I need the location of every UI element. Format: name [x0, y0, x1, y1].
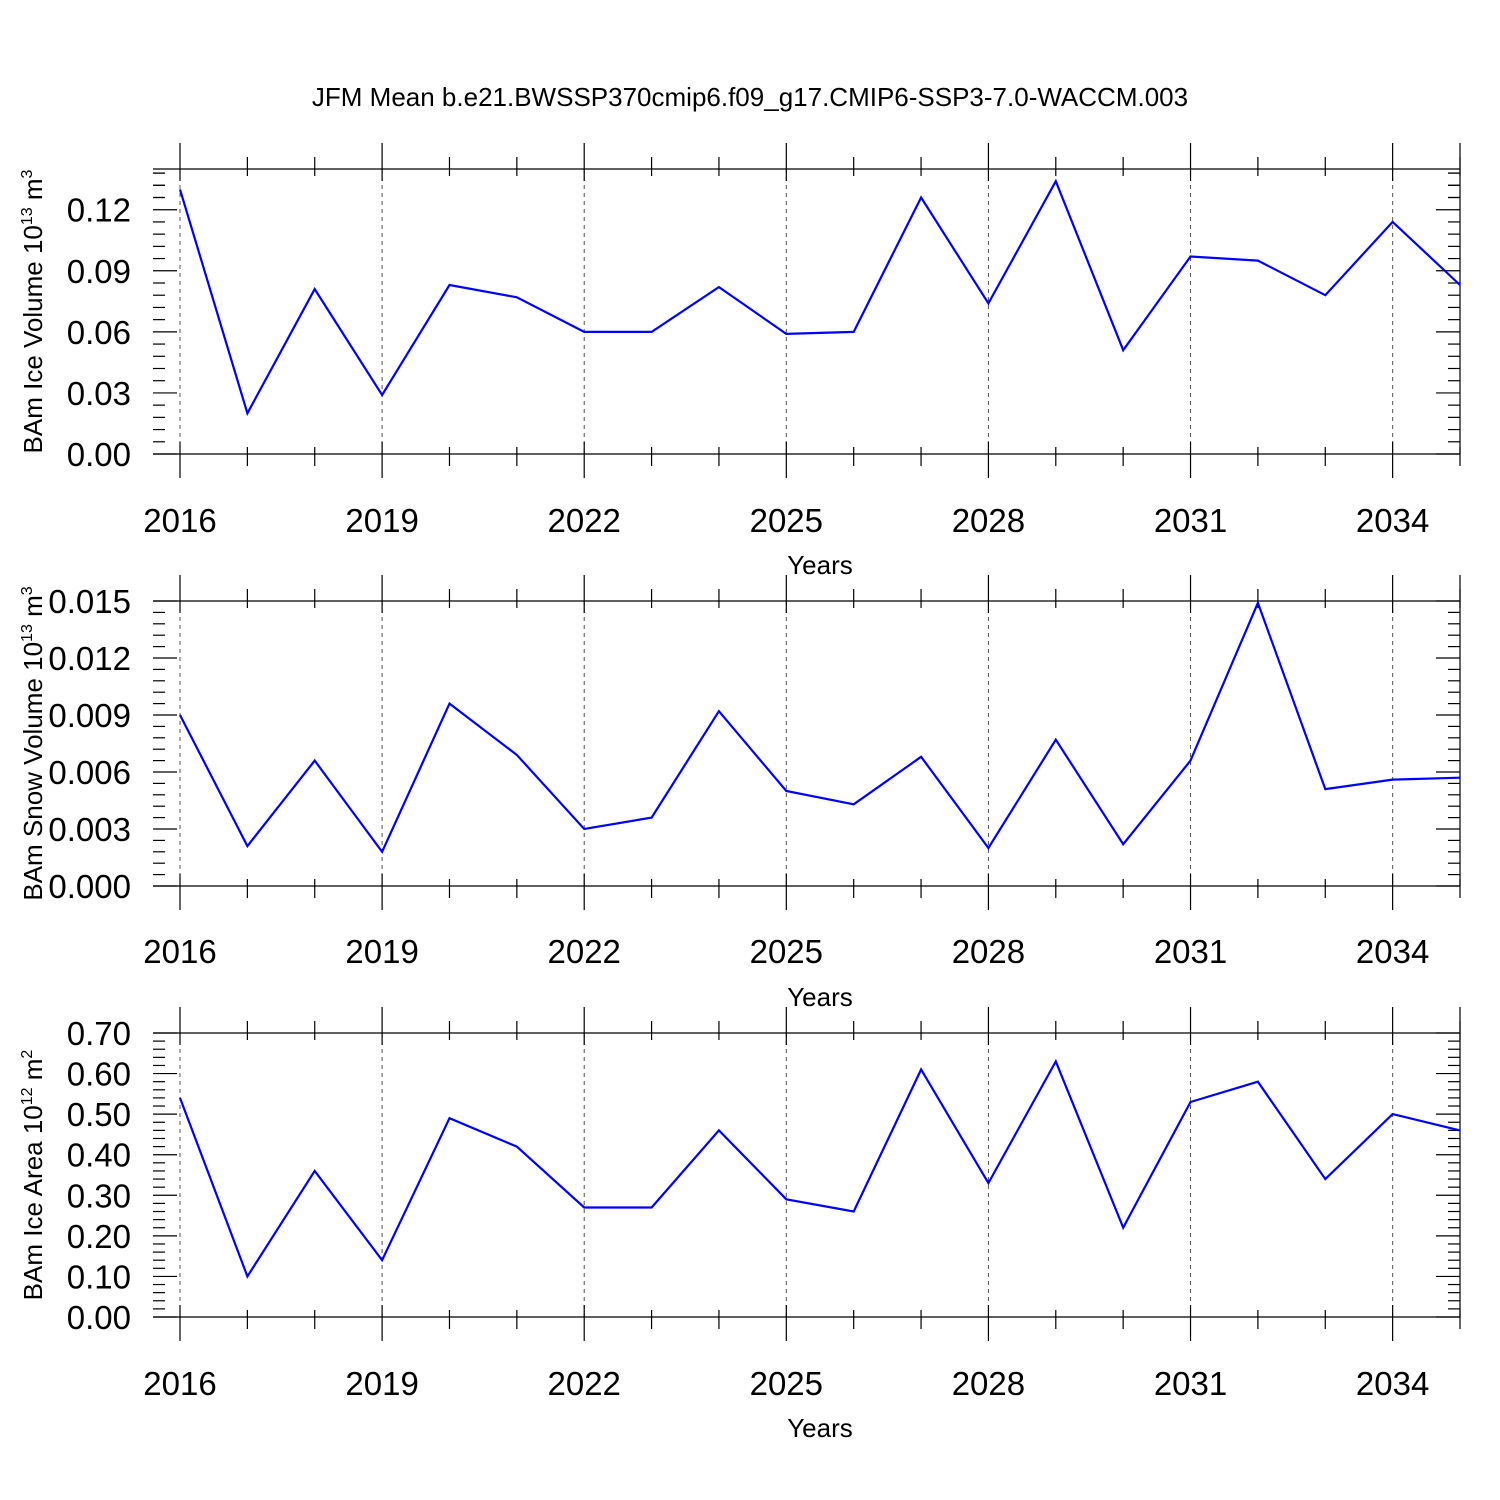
- x-tick-label: 2019: [345, 933, 418, 970]
- x-tick-label: 2016: [143, 502, 216, 539]
- x-tick-label: 2034: [1356, 933, 1429, 970]
- x-tick-label: 2016: [143, 933, 216, 970]
- x-tick-label: 2022: [547, 502, 620, 539]
- x-axis-title: Years: [787, 550, 853, 580]
- x-tick-label: 2025: [750, 933, 823, 970]
- x-tick-label: 2031: [1154, 1365, 1227, 1402]
- panel-snow-volume: 2016 2019 2022 2025 2028 2031 2034 0.000 0.003 0.…: [18, 575, 1461, 1012]
- y-tick-label: 0.00: [67, 436, 131, 473]
- x-tick-label: 2028: [952, 933, 1025, 970]
- x-tick-label: 2028: [952, 1365, 1025, 1402]
- y-tick-label: 0.30: [67, 1177, 131, 1214]
- x-tick-label: 2016: [143, 1365, 216, 1402]
- x-tick-label: 2034: [1356, 502, 1429, 539]
- x-axis-title: Years: [787, 1413, 853, 1443]
- y-tick-label: 0.00: [67, 1299, 131, 1336]
- x-tick-label: 2031: [1154, 933, 1227, 970]
- x-tick-label: 2034: [1356, 1365, 1429, 1402]
- x-tick-label: 2025: [750, 1365, 823, 1402]
- x-axis-title: Years: [787, 982, 853, 1012]
- x-tick-label: 2019: [345, 1365, 418, 1402]
- x-tick-label: 2019: [345, 502, 418, 539]
- y-tick-label: 0.12: [67, 192, 131, 229]
- series-line: [178, 1058, 1461, 1279]
- panel-ice-area: 2016 2019 2022 2025 2028 2031 2034 0.00 0.100.20…: [18, 1007, 1461, 1443]
- y-tick-label: 0.015: [48, 583, 131, 620]
- y-tick-label: 0.003: [48, 811, 131, 848]
- y-tick-label: 0.70: [67, 1015, 131, 1052]
- y-axis-title: BAm Snow Volume 1013 m3: [18, 586, 48, 900]
- series-line: [178, 178, 1461, 417]
- panel-ice-volume: 2016 2019 2022 2025 2028 2031 2034 0.00 0.03 0.06…: [18, 143, 1461, 580]
- y-tick-label: 0.03: [67, 375, 131, 412]
- series-line: [179, 599, 1461, 854]
- y-tick-label: 0.012: [48, 640, 131, 677]
- y-tick-label: 0.50: [67, 1096, 131, 1133]
- x-tick-label: 2022: [547, 1365, 620, 1402]
- y-tick-label: 0.40: [67, 1137, 131, 1174]
- x-tick-label: 2028: [952, 502, 1025, 539]
- x-tick-label: 2022: [547, 933, 620, 970]
- y-tick-label: 0.10: [67, 1258, 131, 1295]
- y-axis-title: BAm Ice Volume 1013 m3: [18, 169, 48, 453]
- y-tick-label: 0.60: [67, 1056, 131, 1093]
- chart-title: JFM Mean b.e21.BWSSP370cmip6.f09_g17.CMI…: [312, 82, 1188, 112]
- x-tick-label: 2031: [1154, 502, 1227, 539]
- y-tick-label: 0.20: [67, 1218, 131, 1255]
- y-tick-label: 0.000: [48, 868, 131, 905]
- y-tick-label: 0.09: [67, 253, 131, 290]
- y-tick-label: 0.006: [48, 754, 131, 791]
- x-tick-label: 2025: [750, 502, 823, 539]
- y-axis-title: BAm Ice Area 1012 m2: [18, 1050, 48, 1301]
- y-tick-label: 0.06: [67, 314, 131, 351]
- y-tick-label: 0.009: [48, 697, 131, 734]
